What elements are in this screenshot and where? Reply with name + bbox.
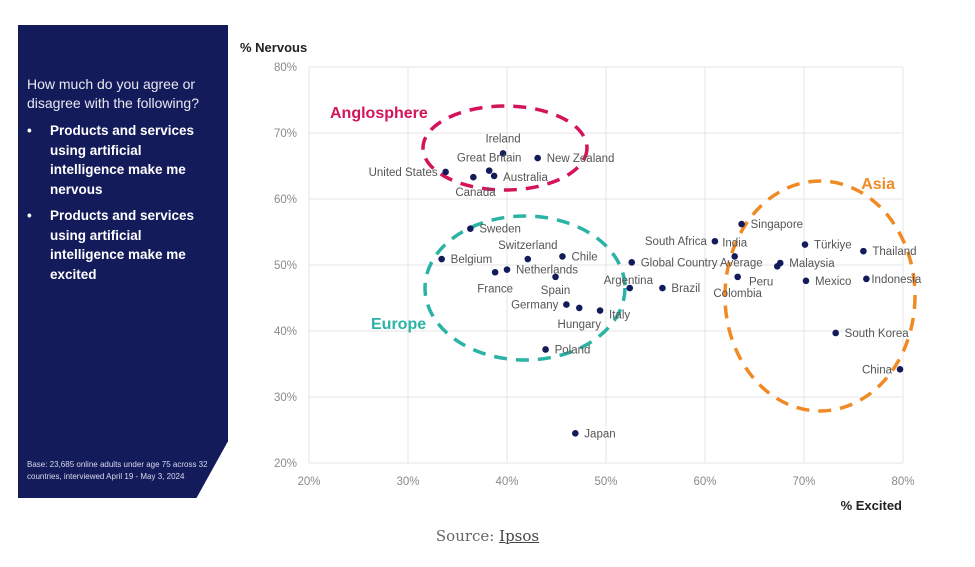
- point-argentina: [626, 284, 634, 292]
- point-label-thailand: Thailand: [872, 246, 916, 258]
- source-line: Source: Ipsos: [0, 527, 975, 545]
- point-germany: [563, 301, 570, 308]
- point-malaysia: [776, 259, 784, 267]
- point-label-australia: Australia: [503, 172, 548, 184]
- point-poland: [542, 346, 549, 353]
- point-label-hungary: Hungary: [558, 319, 602, 331]
- point-label-italy: Italy: [609, 310, 630, 322]
- statement-excited: Products and services using artificial i…: [27, 206, 217, 284]
- y-tick-label: 70%: [274, 128, 297, 140]
- point-label-new-zealand: New Zealand: [547, 153, 615, 165]
- point-new-zealand: [534, 154, 541, 162]
- point-mexico: [802, 277, 810, 285]
- point-label-poland: Poland: [555, 344, 591, 356]
- point-chile: [559, 253, 566, 260]
- point-south-korea: [832, 329, 839, 337]
- point-label-indonesia: Indonesia: [871, 274, 921, 286]
- point-sweden: [467, 225, 474, 232]
- group-label-europe: Europe: [371, 316, 426, 333]
- point-label-global-country-average: Global Country Average: [641, 257, 763, 269]
- scatter-chart: 20%20% 30% 30% 40% 40% 50% 50% 60% 60% 70% 70% 80% 8…: [240, 40, 922, 513]
- y-tick-label: 50%: [274, 260, 297, 272]
- base-note: Base: 23,685 online adults under age 75 …: [27, 460, 208, 481]
- point-label-switzerland: Switzerland: [498, 240, 557, 252]
- point-label-t-rkiye: Türkiye: [814, 240, 852, 252]
- point-australia: [490, 172, 498, 180]
- source-prefix: Source:: [435, 527, 500, 545]
- group-ellipse-anglosphere: [421, 104, 589, 192]
- point-great-britain: [485, 167, 493, 174]
- point-label-japan: Japan: [584, 428, 615, 440]
- point-label-sweden: Sweden: [479, 224, 521, 236]
- point-singapore: [738, 220, 745, 228]
- point-india: [731, 253, 738, 260]
- point-label-spain: Spain: [541, 285, 570, 297]
- point-label-ireland: Ireland: [485, 133, 520, 145]
- point-label-canada: Canada: [455, 187, 496, 199]
- point-canada: [470, 173, 477, 181]
- point-label-chile: Chile: [571, 251, 597, 263]
- point-label-singapore: Singapore: [751, 219, 803, 231]
- x-tick-label: 50%: [594, 476, 617, 488]
- group-ellipse-europe: [423, 214, 627, 362]
- point-label-netherlands: Netherlands: [516, 265, 578, 277]
- x-tick-label: 30%: [396, 476, 419, 488]
- point-label-argentina: Argentina: [604, 275, 654, 287]
- point-france: [491, 268, 499, 276]
- point-japan: [572, 430, 579, 437]
- x-tick-label: 70%: [792, 476, 815, 488]
- group-label-asia: Asia: [861, 176, 895, 193]
- point-united-states: [442, 168, 449, 176]
- x-tick-label: 80%: [891, 476, 914, 488]
- source-link[interactable]: Ipsos: [499, 527, 540, 545]
- point-south-africa: [711, 237, 719, 245]
- group-label-anglosphere: Anglosphere: [330, 105, 428, 122]
- info-panel: How much do you agree or disagree with t…: [18, 25, 228, 498]
- point-global-country-average: [628, 259, 636, 266]
- point-label-great-britain: Great Britain: [457, 153, 522, 165]
- point-colombia: [734, 273, 741, 281]
- point-label-peru: Peru: [749, 276, 773, 288]
- point-label-united-states: United States: [369, 167, 438, 179]
- y-tick-label: 40%: [274, 326, 297, 338]
- y-tick-label: 30%: [274, 392, 297, 404]
- statement-list: Products and services using artificial i…: [27, 121, 217, 291]
- y-tick-label: 20%: [274, 458, 297, 470]
- point-italy: [596, 307, 604, 314]
- point-brazil: [659, 284, 666, 292]
- point-ireland: [499, 150, 507, 157]
- point-label-malaysia: Malaysia: [789, 258, 835, 270]
- x-tick-label: 60%: [693, 476, 716, 488]
- point-switzerland: [524, 255, 532, 263]
- point-belgium: [438, 255, 445, 263]
- point-label-south-africa: South Africa: [645, 236, 708, 248]
- point-label-brazil: Brazil: [671, 283, 700, 295]
- point-thailand: [860, 247, 867, 255]
- point-t-rkiye: [801, 241, 809, 248]
- point-spain: [552, 273, 559, 281]
- x-axis-title: % Excited: [841, 498, 902, 513]
- point-label-france: France: [477, 283, 513, 295]
- point-china: [896, 365, 904, 373]
- y-axis-title: % Nervous: [240, 40, 307, 55]
- point-label-south-korea: South Korea: [845, 328, 910, 340]
- point-label-mexico: Mexico: [815, 276, 851, 288]
- point-netherlands: [503, 266, 511, 273]
- point-label-germany: Germany: [511, 300, 559, 312]
- y-tick-label: 60%: [274, 194, 297, 206]
- survey-question: How much do you agree or disagree with t…: [27, 76, 199, 111]
- x-tick-label: 20%: [297, 476, 320, 488]
- statement-nervous: Products and services using artificial i…: [27, 121, 217, 199]
- point-label-china: China: [862, 364, 893, 376]
- group-ellipse-asia: [723, 179, 917, 413]
- point-label-belgium: Belgium: [451, 254, 493, 266]
- y-tick-label: 80%: [274, 62, 297, 74]
- point-indonesia: [863, 275, 870, 283]
- point-label-india: India: [722, 237, 748, 249]
- point-hungary: [575, 304, 583, 312]
- point-label-colombia: Colombia: [713, 288, 762, 300]
- x-tick-label: 40%: [495, 476, 518, 488]
